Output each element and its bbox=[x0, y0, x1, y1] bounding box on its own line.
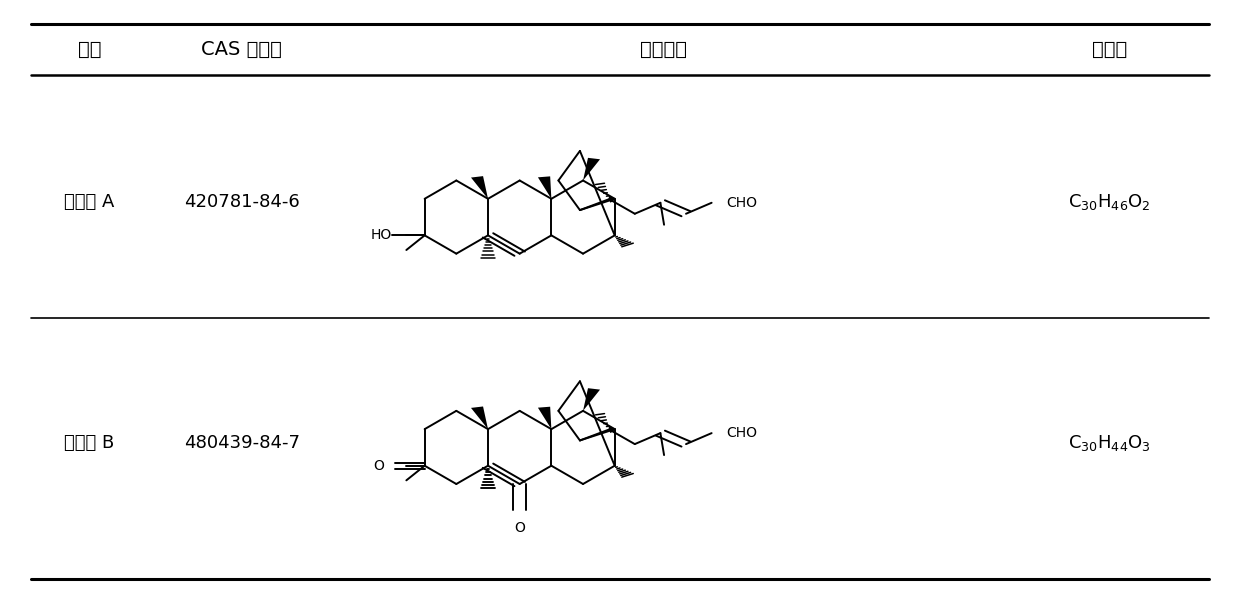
Text: C$_{30}$H$_{46}$O$_2$: C$_{30}$H$_{46}$O$_2$ bbox=[1069, 192, 1151, 212]
Text: HO: HO bbox=[371, 229, 392, 242]
Text: 420781-84-6: 420781-84-6 bbox=[184, 193, 300, 211]
Text: C$_{30}$H$_{44}$O$_3$: C$_{30}$H$_{44}$O$_3$ bbox=[1069, 433, 1151, 453]
Text: CAS 登录号: CAS 登录号 bbox=[201, 40, 283, 59]
Text: CHO: CHO bbox=[727, 196, 758, 210]
Polygon shape bbox=[583, 388, 600, 411]
Text: CHO: CHO bbox=[727, 426, 758, 440]
Text: 名称: 名称 bbox=[78, 40, 100, 59]
Text: O: O bbox=[373, 459, 384, 473]
Text: 化学结构: 化学结构 bbox=[640, 40, 687, 59]
Polygon shape bbox=[538, 176, 552, 199]
Text: 赤芝醛 B: 赤芝醛 B bbox=[64, 434, 114, 452]
Text: 480439-84-7: 480439-84-7 bbox=[184, 434, 300, 452]
Polygon shape bbox=[471, 406, 489, 429]
Polygon shape bbox=[471, 176, 489, 199]
Polygon shape bbox=[538, 406, 552, 429]
Polygon shape bbox=[583, 158, 600, 180]
Text: 分子式: 分子式 bbox=[1092, 40, 1127, 59]
Text: O: O bbox=[515, 520, 525, 535]
Text: 赤芝醛 A: 赤芝醛 A bbox=[64, 193, 114, 211]
